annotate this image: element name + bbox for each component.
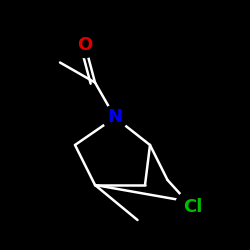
Circle shape xyxy=(72,32,98,58)
Text: Cl: Cl xyxy=(183,198,202,216)
Text: N: N xyxy=(108,108,122,126)
Text: O: O xyxy=(78,36,92,54)
Circle shape xyxy=(175,190,210,225)
Circle shape xyxy=(102,105,128,130)
